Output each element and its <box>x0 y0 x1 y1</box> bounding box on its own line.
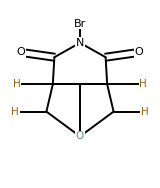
Text: O: O <box>16 47 25 57</box>
Text: Br: Br <box>74 19 86 29</box>
Text: H: H <box>13 79 21 89</box>
Text: H: H <box>141 107 149 117</box>
Text: N: N <box>76 38 84 48</box>
Text: O: O <box>135 47 144 57</box>
Text: O: O <box>76 131 84 141</box>
Text: H: H <box>11 107 19 117</box>
Text: H: H <box>139 79 147 89</box>
